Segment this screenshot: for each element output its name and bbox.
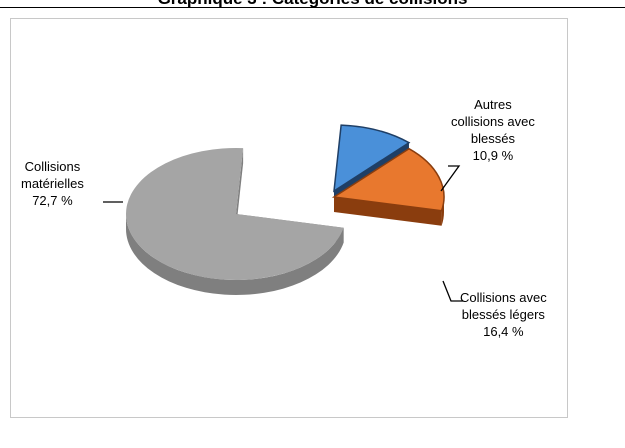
label-line: Collisions avec xyxy=(460,290,547,305)
leader-line-legers xyxy=(442,280,463,302)
label-line: collisions avec xyxy=(451,114,535,129)
slice-label-collisions-materielles: Collisions matérielles 72,7 % xyxy=(21,158,84,209)
slice-label-blesses-legers: Collisions avec blessés légers 16,4 % xyxy=(460,289,547,340)
slice-top-face xyxy=(125,148,344,280)
chart-area: Collisions matérielles 72,7 % Autres col… xyxy=(10,18,568,418)
slice-top-face xyxy=(333,124,411,193)
label-line: Autres xyxy=(474,97,512,112)
page-header: Graphique 3 : Catégories de collisions xyxy=(0,0,625,8)
pie-slice xyxy=(125,148,344,295)
slice-outer-wall xyxy=(126,214,344,295)
label-line: blessés légers xyxy=(461,307,545,322)
slice-side-face xyxy=(236,148,244,229)
value-label: 16,4 % xyxy=(483,324,524,339)
pie-chart xyxy=(103,124,463,302)
value-label: 72,7 % xyxy=(32,193,73,208)
page-title: Graphique 3 : Catégories de collisions xyxy=(0,0,625,8)
label-line: blessés xyxy=(470,131,515,146)
header-divider xyxy=(0,7,625,8)
leader-line-autres xyxy=(440,165,461,192)
pie-slice xyxy=(331,147,445,226)
label-line: Collisions xyxy=(24,159,81,174)
slice-label-autres-collisions: Autres collisions avec blessés 10,9 % xyxy=(451,96,535,164)
slice-side-face xyxy=(334,197,442,226)
value-label: 10,9 % xyxy=(472,148,514,163)
slice-top-face xyxy=(331,147,445,212)
label-line: matérielles xyxy=(21,176,84,191)
